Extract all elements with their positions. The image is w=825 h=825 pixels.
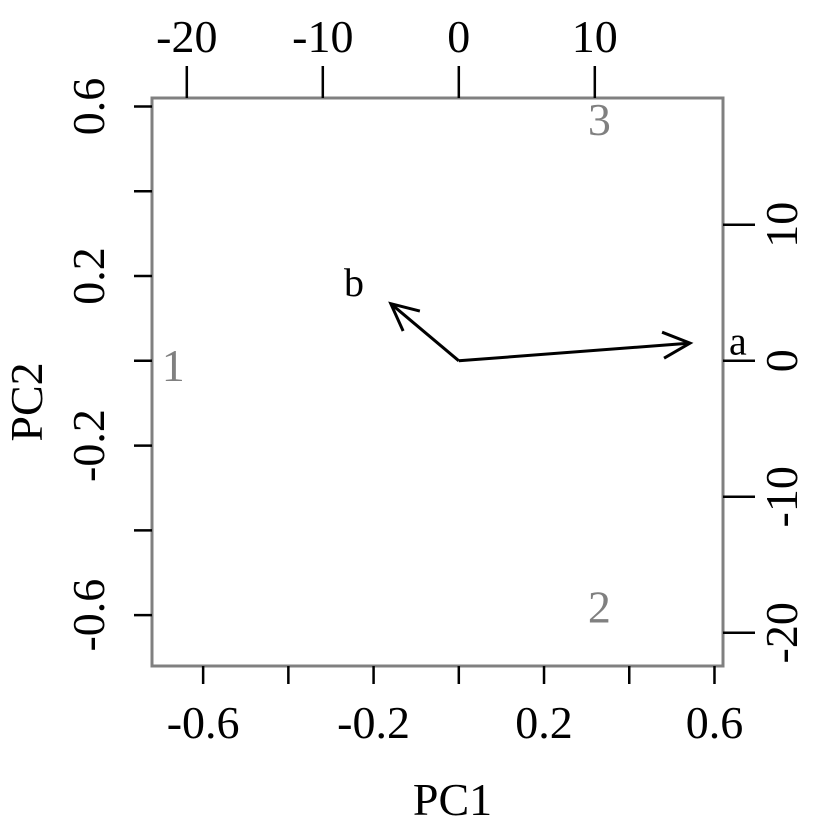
right-tick-label: 0 [756,349,807,372]
loading-label: b [344,260,364,305]
right-tick-label: 10 [756,202,807,248]
loading-arrowhead [661,330,694,360]
observation-label: 3 [588,94,611,145]
top-tick-label: 0 [447,11,470,62]
x-tick-label: -0.6 [167,697,240,748]
x-tick-label: 0.2 [515,697,573,748]
y-axis-title: PC2 [1,362,52,441]
y-tick-label: -0.6 [63,579,114,652]
loading-arrow-shaft [389,302,460,362]
x-axis-title: PC1 [413,774,492,825]
x-tick-label: -0.2 [337,697,410,748]
top-tick-label: -20 [156,11,217,62]
observation-label: 1 [162,340,185,391]
observation-label: 2 [588,582,611,633]
y-tick-label: 0.2 [63,247,114,305]
x-tick-label: 0.6 [686,697,744,748]
y-tick-label: -0.2 [63,409,114,482]
loading-arrow-shaft [458,341,691,363]
loading-label: a [729,319,747,364]
right-tick-label: -20 [756,602,807,663]
top-tick-label: 10 [572,11,618,62]
loading-arrowhead [388,301,421,332]
right-tick-label: -10 [756,466,807,527]
plot-frame [150,96,725,668]
y-tick-label: 0.6 [63,78,114,136]
top-tick-label: -10 [292,11,353,62]
